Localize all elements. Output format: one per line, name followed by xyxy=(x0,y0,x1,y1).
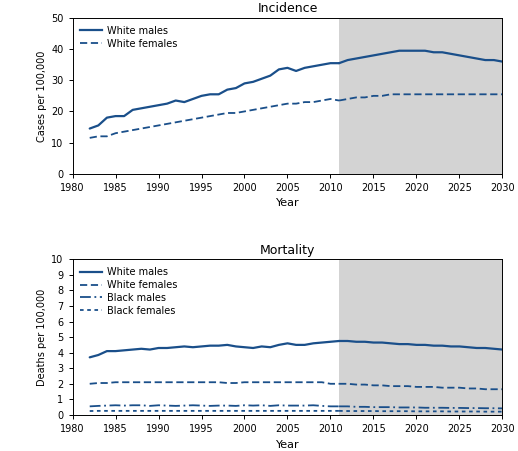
Legend: White males, White females, Black males, Black females: White males, White females, Black males,… xyxy=(77,264,180,319)
Y-axis label: Deaths per 100,000: Deaths per 100,000 xyxy=(37,289,47,386)
X-axis label: Year: Year xyxy=(276,440,299,450)
Legend: White males, White females: White males, White females xyxy=(77,23,180,52)
Y-axis label: Cases per 100,000: Cases per 100,000 xyxy=(37,50,47,142)
Title: Mortality: Mortality xyxy=(260,244,315,257)
Bar xyxy=(339,18,502,174)
X-axis label: Year: Year xyxy=(276,198,299,208)
Title: Incidence: Incidence xyxy=(257,3,318,15)
Bar xyxy=(339,259,502,415)
